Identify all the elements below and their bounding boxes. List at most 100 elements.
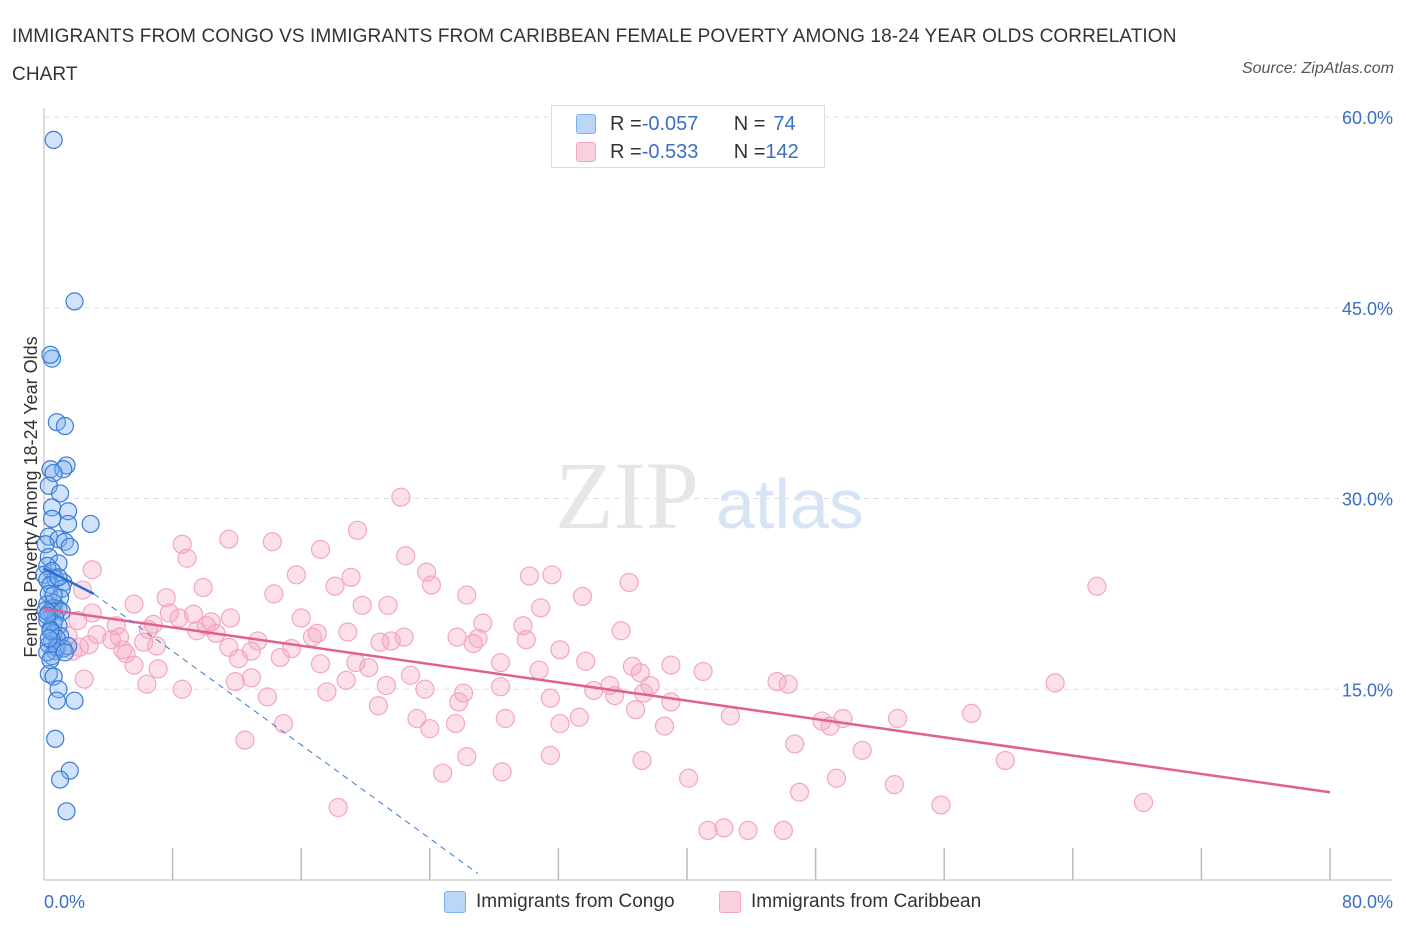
caribbean-point	[445, 713, 466, 734]
watermark-zip: ZIP	[555, 442, 699, 549]
caribbean-point	[632, 750, 652, 771]
caribbean-point	[1087, 576, 1107, 596]
caribbean-point	[235, 730, 255, 750]
legend-item-congo[interactable]: Immigrants from Congo	[444, 888, 675, 916]
series-caribbean-points	[58, 487, 1154, 841]
caribbean-point	[584, 680, 604, 701]
r-value-congo: -0.057	[641, 112, 699, 135]
congo-point	[49, 554, 68, 573]
congo-point	[55, 416, 74, 436]
caribbean-point	[542, 565, 562, 585]
y-tick-labels: 15.0% 30.0% 45.0% 60.0%	[1342, 108, 1393, 700]
caribbean-point	[492, 762, 512, 782]
caribbean-point	[193, 577, 213, 598]
caribbean-point	[338, 622, 358, 642]
caribbean-point	[87, 624, 107, 645]
caribbean-point	[264, 584, 284, 604]
caribbean-point	[529, 660, 549, 680]
caribbean-point	[381, 631, 401, 651]
series-congo-points	[34, 130, 100, 821]
caribbean-point	[376, 675, 396, 696]
caribbean-point	[220, 608, 241, 628]
caribbean-legend-swatch	[719, 891, 741, 913]
caribbean-point	[336, 670, 356, 690]
caribbean-point	[270, 647, 290, 668]
gridlines	[44, 116, 1392, 690]
caribbean-point	[625, 699, 646, 720]
caribbean-point	[420, 719, 440, 739]
trend-line-congo-extension	[93, 593, 479, 875]
congo-point	[65, 691, 84, 710]
caribbean-point	[490, 652, 511, 673]
y-tick-label: 30.0%	[1342, 490, 1393, 510]
watermark-atlas: atlas	[716, 465, 864, 543]
congo-point	[59, 502, 78, 521]
chart-title: IMMIGRANTS FROM CONGO VS IMMIGRANTS FROM…	[12, 26, 1177, 85]
caribbean-point	[995, 750, 1015, 771]
caribbean-point	[124, 594, 144, 614]
n-label: N =	[733, 112, 766, 135]
caribbean-point	[826, 768, 847, 788]
congo-point	[41, 345, 60, 364]
caribbean-point	[887, 708, 908, 729]
caribbean-point	[773, 820, 794, 841]
trend-line-congo	[43, 567, 95, 595]
caribbean-point	[116, 644, 136, 664]
caribbean-point	[572, 586, 593, 607]
congo-point	[50, 484, 70, 503]
congo-point	[47, 691, 66, 710]
caribbean-point	[611, 621, 631, 641]
caribbean-point	[148, 659, 168, 679]
caribbean-point	[241, 668, 261, 688]
caribbean-point	[101, 630, 122, 650]
caribbean-point	[550, 640, 570, 660]
caribbean-point	[416, 562, 437, 582]
caribbean-point	[310, 654, 331, 674]
caribbean-point	[391, 487, 411, 507]
r-value-caribbean: -0.533	[641, 140, 699, 163]
trend-line-caribbean	[43, 607, 1331, 794]
caribbean-point	[286, 565, 306, 585]
caribbean-point	[540, 745, 560, 765]
caribbean-point	[693, 661, 713, 682]
caribbean-point	[679, 768, 699, 788]
caribbean-point	[325, 576, 345, 596]
legend-item-caribbean[interactable]: Immigrants from Caribbean	[719, 888, 981, 916]
x-tick-label-max: 80.0%	[1342, 892, 1393, 912]
caribbean-point	[531, 598, 551, 618]
congo-legend-label: Immigrants from Congo	[476, 891, 675, 912]
caribbean-point	[789, 782, 810, 802]
caribbean-point	[74, 669, 94, 689]
congo-point	[55, 532, 74, 551]
caribbean-point	[1133, 792, 1154, 813]
caribbean-point	[183, 604, 204, 624]
caribbean-point	[169, 608, 189, 628]
axes	[43, 108, 1392, 881]
caribbean-point	[82, 603, 102, 623]
r-label: R =	[610, 140, 642, 163]
caribbean-point	[931, 795, 951, 815]
caribbean-point	[317, 682, 337, 702]
caribbean-point	[576, 651, 596, 671]
caribbean-point	[457, 585, 477, 605]
caribbean-point	[225, 672, 245, 692]
caribbean-point	[1045, 673, 1065, 693]
congo-point	[41, 650, 60, 670]
caribbean-point	[328, 797, 348, 818]
congo-point	[57, 802, 76, 821]
caribbean-swatch	[576, 142, 596, 162]
caribbean-point	[396, 546, 416, 566]
caribbean-point	[219, 529, 239, 549]
caribbean-point	[550, 713, 570, 734]
congo-point	[39, 629, 58, 648]
caribbean-point	[257, 687, 278, 707]
caribbean-point	[714, 818, 734, 838]
caribbean-point	[447, 627, 467, 647]
congo-point	[42, 509, 62, 528]
congo-point	[59, 514, 78, 534]
stats-legend-row-caribbean: R = -0.533 N = 142	[576, 138, 799, 166]
congo-point	[54, 460, 73, 479]
y-tick-label: 60.0%	[1342, 108, 1393, 128]
caribbean-point	[654, 716, 675, 736]
